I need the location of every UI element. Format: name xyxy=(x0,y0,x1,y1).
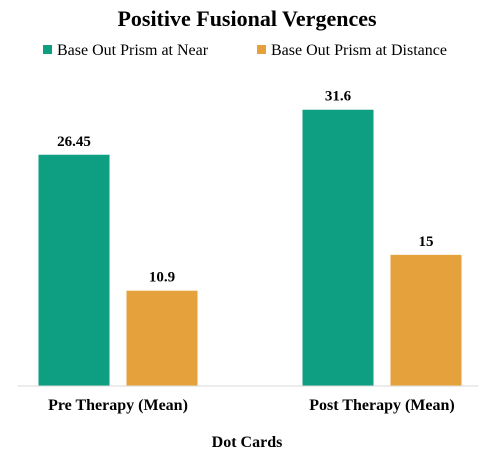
data-label-near-pre: 26.45 xyxy=(57,134,91,150)
bar-distance-pre xyxy=(126,290,198,386)
bar-distance-post xyxy=(390,254,462,386)
category-label-post: Post Therapy (Mean) xyxy=(309,397,454,414)
legend-label-near: Base Out Prism at Near xyxy=(57,42,209,59)
chart-title: Positive Fusional Vergences xyxy=(117,6,377,31)
category-label-pre: Pre Therapy (Mean) xyxy=(48,397,188,414)
legend-swatch-distance xyxy=(257,45,266,54)
bars xyxy=(38,109,462,387)
data-label-distance-pre: 10.9 xyxy=(149,270,175,286)
data-labels: 26.45 10.9 31.6 15 xyxy=(57,89,433,286)
legend-label-distance: Base Out Prism at Distance xyxy=(271,42,447,59)
bar-near-pre xyxy=(38,154,110,386)
legend: Base Out Prism at Near Base Out Prism at… xyxy=(43,42,447,59)
bar-near-post xyxy=(302,109,374,387)
data-label-distance-post: 15 xyxy=(419,234,434,250)
data-label-near-post: 31.6 xyxy=(325,89,352,105)
legend-swatch-near xyxy=(43,45,52,54)
x-axis-title: Dot Cards xyxy=(212,434,283,451)
